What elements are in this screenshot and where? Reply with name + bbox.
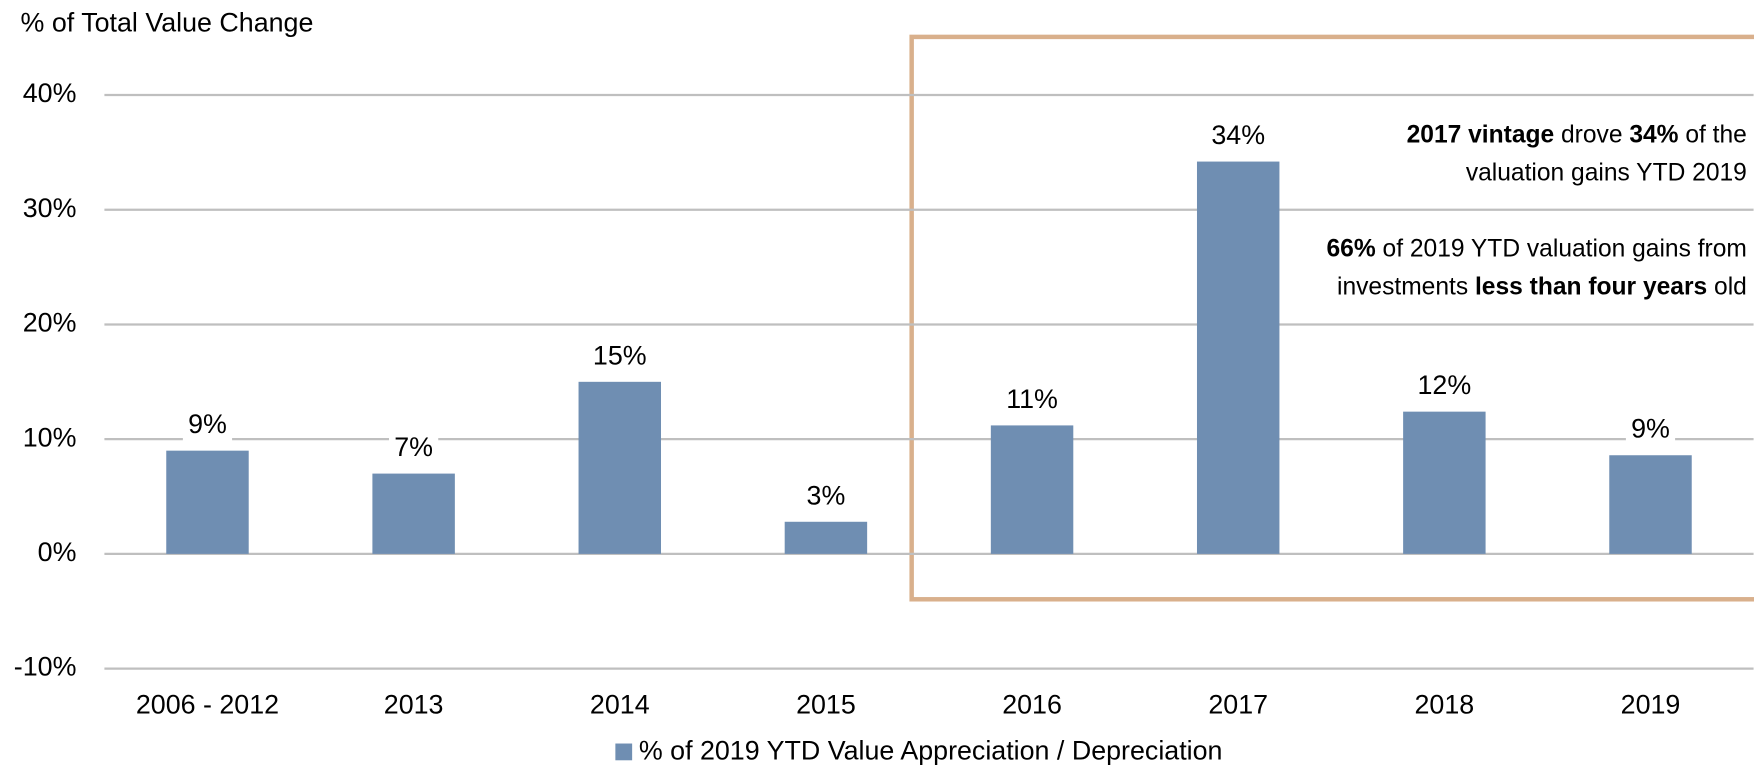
bar bbox=[166, 450, 249, 554]
annotation: investments less than four years old bbox=[1337, 273, 1747, 300]
y-tick-label: 0% bbox=[38, 537, 77, 567]
annotation-segment: less than four years bbox=[1475, 273, 1707, 300]
value-label-bg bbox=[389, 433, 439, 467]
y-tick-label: 40% bbox=[23, 78, 77, 108]
legend-label: % of 2019 YTD Value Appreciation / Depre… bbox=[639, 736, 1223, 766]
value-label: 7% bbox=[394, 432, 433, 462]
x-tick-label: 2016 bbox=[1002, 690, 1062, 720]
y-tick-label: 20% bbox=[23, 308, 77, 338]
y-tick-label: -10% bbox=[14, 652, 77, 682]
value-label: 11% bbox=[1006, 384, 1058, 414]
annotation-segment: 2017 vintage bbox=[1407, 121, 1555, 148]
value-label-bg bbox=[801, 481, 851, 516]
highlight-box bbox=[909, 34, 1754, 602]
y-axis-title: % of Total Value Change bbox=[21, 8, 314, 38]
annotation-segment: old bbox=[1707, 273, 1747, 300]
x-tick-label: 2015 bbox=[796, 690, 856, 720]
value-label-bg bbox=[595, 341, 645, 376]
bar bbox=[1196, 161, 1280, 554]
y-tick-label: 10% bbox=[23, 422, 77, 452]
annotation-segment: valuation gains YTD 2019 bbox=[1466, 159, 1747, 186]
annotation-segment: 34% bbox=[1629, 121, 1678, 148]
value-label: 34% bbox=[1211, 120, 1265, 150]
bar bbox=[578, 381, 662, 554]
y-tick-label: 30% bbox=[23, 193, 77, 223]
x-tick-label: 2018 bbox=[1415, 690, 1475, 720]
bar bbox=[1403, 411, 1486, 554]
annotation-segment: of the bbox=[1679, 121, 1747, 148]
x-tick-label: 2006 - 2012 bbox=[136, 690, 279, 720]
value-label: 9% bbox=[1631, 414, 1670, 444]
value-label: 12% bbox=[1418, 370, 1472, 400]
bar bbox=[784, 521, 868, 554]
annotation-segment: drove bbox=[1554, 121, 1629, 148]
value-label-bg bbox=[1007, 385, 1057, 419]
bar bbox=[1609, 455, 1692, 554]
value-label: 3% bbox=[807, 480, 846, 510]
legend-swatch bbox=[615, 743, 633, 761]
annotation: valuation gains YTD 2019 bbox=[1466, 159, 1747, 186]
annotation-segment: investments bbox=[1337, 273, 1475, 300]
annotation: 66% of 2019 YTD valuation gains from bbox=[1327, 235, 1747, 262]
annotation-segment: of 2019 YTD valuation gains from bbox=[1376, 235, 1747, 262]
value-label-bg bbox=[1213, 121, 1263, 155]
x-tick-label: 2013 bbox=[384, 690, 444, 720]
x-tick-label: 2014 bbox=[590, 690, 650, 720]
value-label-bg bbox=[182, 410, 233, 444]
bar bbox=[372, 473, 455, 554]
value-label: 15% bbox=[593, 340, 647, 370]
annotation-segment: 66% bbox=[1327, 235, 1376, 262]
annotation: 2017 vintage drove 34% of the bbox=[1407, 121, 1747, 148]
value-label-bg bbox=[1419, 371, 1469, 405]
value-label: 9% bbox=[188, 409, 227, 439]
value-label-bg bbox=[1625, 414, 1676, 449]
bar bbox=[990, 425, 1074, 554]
x-tick-label: 2019 bbox=[1621, 690, 1681, 720]
x-tick-label: 2017 bbox=[1208, 690, 1268, 720]
